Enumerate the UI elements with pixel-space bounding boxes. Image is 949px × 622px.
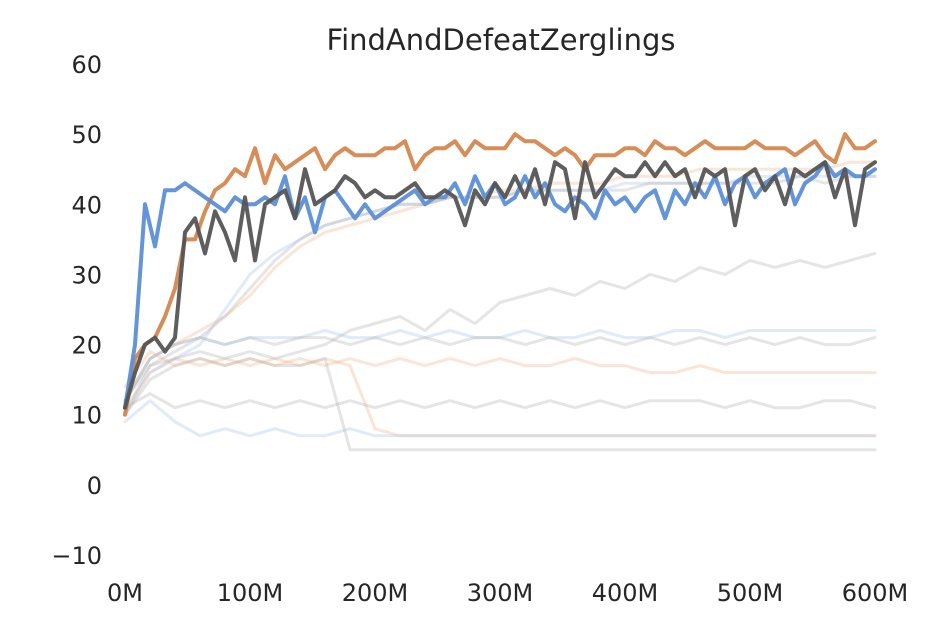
series-line-gray: [123, 160, 877, 410]
faint-series-line-faint-gray: [123, 251, 877, 403]
x-tick-label: 300M: [467, 579, 534, 607]
faint-series-line-faint-blue: [123, 329, 877, 403]
y-tick-label: 0: [87, 472, 102, 500]
x-tick-label: 100M: [217, 579, 284, 607]
x-tick-label: 200M: [342, 579, 409, 607]
y-tick-label: 40: [71, 191, 102, 219]
y-tick-label: 60: [71, 51, 102, 79]
x-axis-ticks: 0M 100M 200M 300M 400M 500M 600M: [107, 579, 908, 607]
x-tick-label: 400M: [592, 579, 659, 607]
faint-series-line-faint-blue: [123, 399, 877, 438]
chart-title: FindAndDefeatZerglings: [327, 23, 676, 57]
x-tick-label: 600M: [842, 579, 909, 607]
faint-series-line-faint-gray: [123, 392, 877, 410]
y-tick-label: 50: [71, 121, 102, 149]
x-tick-label: 500M: [717, 579, 784, 607]
faint-series-line-faint-orange: [123, 350, 877, 389]
faint-series-group: [123, 160, 877, 452]
x-tick-label: 0M: [107, 579, 143, 607]
faint-series-line-faint-orange: [123, 357, 877, 438]
y-axis-ticks: −10 0 10 20 30 40 50 60: [51, 51, 102, 570]
faint-series-line-faint-gray: [123, 336, 877, 403]
highlight-series-group: [123, 132, 877, 417]
y-tick-label: 10: [71, 402, 102, 430]
faint-series-line-faint-gray: [123, 174, 877, 417]
faint-series-line-faint-gray: [123, 357, 877, 452]
y-tick-label: 20: [71, 332, 102, 360]
y-tick-label: 30: [71, 261, 102, 289]
series-line-orange: [123, 132, 877, 417]
y-tick-label: −10: [51, 542, 102, 570]
series-line-blue: [123, 160, 877, 410]
